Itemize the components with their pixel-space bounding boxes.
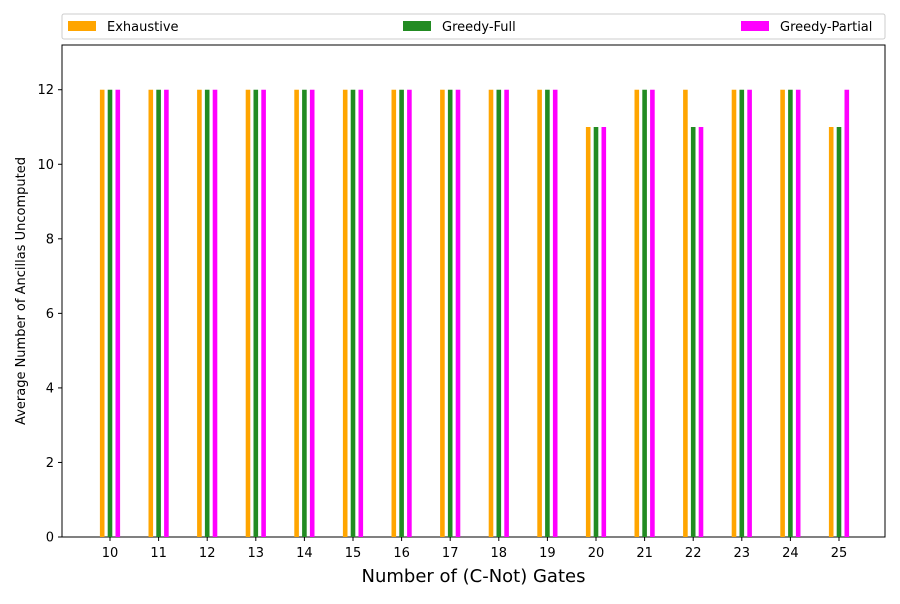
bar-greedy-partial-16 [407,89,412,537]
x-tick-label: 10 [102,546,119,561]
bar-exhaustive-18 [488,89,494,537]
y-tick-label: 8 [46,232,54,247]
bar-exhaustive-19 [537,89,542,537]
bar-greedy-full-25 [836,127,842,537]
bar-greedy-partial-25 [844,89,850,537]
bar-exhaustive-11 [148,89,154,537]
bar-greedy-partial-10 [115,89,121,537]
bar-greedy-partial-21 [650,89,655,537]
bar-greedy-full-13 [253,89,259,537]
bar-exhaustive-25 [828,127,834,537]
x-tick-label: 19 [539,546,556,561]
legend: Exhaustive Greedy-Full Greedy-Partial [61,13,886,40]
y-tick-label: 2 [46,456,54,471]
bar-greedy-partial-13 [261,89,266,537]
legend-box [61,13,886,40]
bar-exhaustive-16 [391,89,397,537]
x-tick-label: 21 [636,546,653,561]
legend-label-greedy-partial: Greedy-Partial [780,20,872,35]
bar-greedy-partial-23 [747,89,752,537]
bar-greedy-full-14 [302,89,307,537]
bar-exhaustive-14 [294,89,299,537]
bar-greedy-partial-22 [698,127,704,537]
legend-swatch-exhaustive [68,21,96,31]
bar-greedy-full-20 [593,127,599,537]
x-tick-label: 25 [831,546,848,561]
legend-swatch-greedy-full [403,21,431,31]
legend-label-greedy-full: Greedy-Full [442,20,516,35]
bar-exhaustive-10 [99,89,105,537]
bar-greedy-full-18 [496,89,502,537]
bar-greedy-full-17 [447,89,453,537]
bar-greedy-full-16 [399,89,404,537]
y-axis-label: Average Number of Ancillas Uncomputed [14,157,29,425]
legend-swatch-greedy-partial [741,21,769,31]
bar-greedy-full-24 [788,89,793,537]
y-tick-label: 10 [37,158,54,173]
y-tick-label: 4 [46,381,54,396]
bar-exhaustive-22 [683,89,688,537]
x-tick-label: 16 [393,546,410,561]
bar-exhaustive-23 [731,89,737,537]
y-tick-label: 0 [46,531,54,546]
legend-label-exhaustive: Exhaustive [107,20,179,35]
bar-exhaustive-20 [585,127,591,537]
x-tick-label: 15 [345,546,362,561]
bar-greedy-full-15 [350,89,356,537]
x-tick-label: 13 [248,546,265,561]
bar-greedy-full-10 [107,89,113,537]
x-tick-label: 11 [150,546,167,561]
bar-greedy-partial-18 [504,89,509,537]
bar-greedy-partial-11 [164,89,169,537]
bars [99,89,850,537]
bar-greedy-full-23 [739,89,745,537]
bar-greedy-partial-19 [552,89,558,537]
x-tick-label: 12 [199,546,216,561]
bar-exhaustive-21 [634,89,640,537]
x-tick-label: 20 [588,546,605,561]
bar-greedy-full-22 [690,127,696,537]
bar-greedy-partial-15 [358,89,364,537]
x-axis: 10 11 12 13 14 15 16 17 18 19 20 21 22 23 24 25 [102,537,848,561]
plot-frame [61,44,886,538]
x-tick-label: 18 [491,546,508,561]
bar-greedy-full-11 [156,89,161,537]
bar-greedy-full-19 [545,89,550,537]
bar-greedy-partial-17 [455,89,461,537]
y-tick-label: 6 [46,307,54,322]
bar-greedy-full-12 [204,89,210,537]
y-axis: 0 2 4 6 8 10 12 [37,83,62,546]
bar-exhaustive-12 [197,89,202,537]
y-tick-label: 12 [37,83,54,98]
bar-exhaustive-17 [440,89,445,537]
bar-greedy-partial-12 [212,89,218,537]
bar-exhaustive-15 [342,89,348,537]
bar-exhaustive-13 [245,89,251,537]
x-tick-label: 24 [782,546,799,561]
bar-exhaustive-24 [780,89,785,537]
bar-greedy-partial-14 [309,89,315,537]
x-tick-label: 23 [734,546,751,561]
x-axis-label: Number of (C-Not) Gates [362,566,586,587]
bar-greedy-partial-24 [795,89,801,537]
bar-greedy-full-21 [642,89,647,537]
x-tick-label: 17 [442,546,459,561]
bar-greedy-partial-20 [601,127,607,537]
x-tick-label: 22 [685,546,702,561]
x-tick-label: 14 [296,546,313,561]
